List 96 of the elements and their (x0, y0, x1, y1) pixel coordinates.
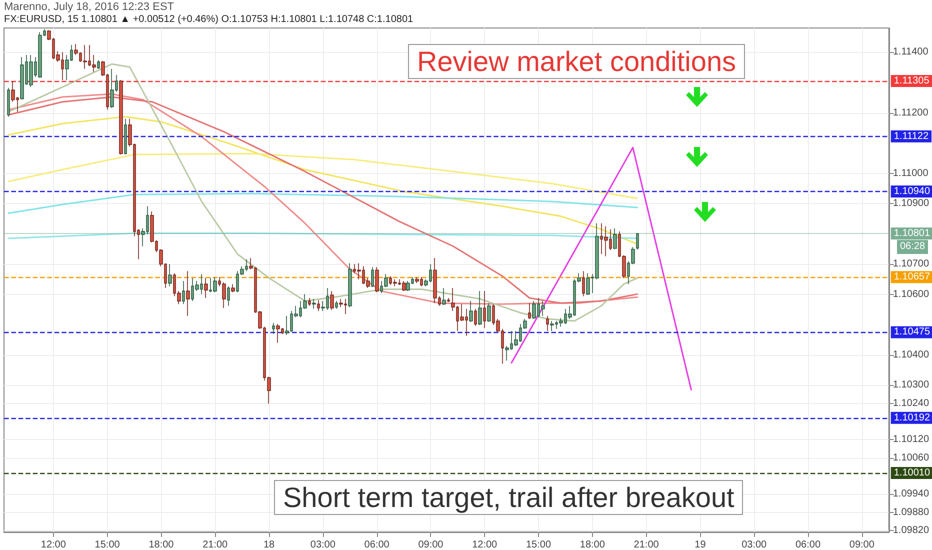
line-series (8, 192, 638, 214)
line-series (8, 152, 638, 200)
candlestick (582, 270, 585, 297)
y-tick-label: 1.10600 (892, 288, 930, 300)
candlestick (83, 44, 87, 70)
ref-line-label: 1.11122 (894, 130, 929, 142)
y-tick-label: 1.10900 (892, 198, 930, 210)
candlestick (272, 322, 275, 334)
candlestick (182, 280, 185, 304)
candlestick (636, 233, 639, 250)
candlestick (393, 278, 397, 287)
candlestick (168, 264, 172, 287)
candlestick (20, 56, 24, 100)
candlestick (371, 266, 374, 288)
candlestick (213, 276, 217, 293)
candlestick (38, 32, 42, 78)
candlestick (541, 300, 545, 316)
x-tick-label: 03:00 (310, 540, 336, 550)
candlestick (478, 290, 482, 326)
x-tick-label: 18:00 (148, 540, 174, 550)
candlestick (532, 300, 536, 320)
candlestick (546, 315, 549, 332)
chart-title: Marenno, July 18, 2016 12:23 EST (4, 1, 174, 13)
ref-line-label: 1.10940 (894, 186, 930, 197)
candlestick (231, 284, 235, 293)
candlestick (415, 276, 419, 284)
y-tick-label: 1.10240 (892, 398, 930, 409)
x-tick-label: 15:00 (94, 540, 120, 550)
candlestick (469, 300, 473, 322)
candlestick (330, 290, 334, 310)
ref-line-label: 1.10657 (894, 272, 930, 283)
candlestick (348, 262, 352, 308)
line-series (8, 116, 638, 245)
x-tick-label: 18:00 (580, 540, 606, 550)
y-tick-label: 1.10120 (892, 434, 930, 446)
text: 06:28 (897, 240, 928, 254)
ref-line-label: 1.10475 (894, 326, 930, 338)
x-tick-label: 06:00 (795, 540, 821, 550)
annotation: Review market conditions (408, 44, 746, 79)
x-tick-label: 21:00 (202, 540, 228, 550)
candlestick (317, 300, 320, 312)
y-tick-label: 1.10300 (892, 380, 930, 391)
y-tick-label: 1.10400 (892, 349, 930, 360)
x-tick-label: 19 (694, 540, 706, 550)
y-tick-label: 1.11200 (892, 107, 929, 118)
y-tick-label: 1.09880 (892, 506, 930, 518)
candlestick (447, 298, 450, 302)
candlestick (613, 228, 617, 250)
candlestick (119, 80, 123, 155)
x-tick-label: 18 (263, 540, 276, 550)
ref-line-label: 1.11305 (894, 75, 930, 86)
candlestick (474, 308, 477, 326)
candlestick (528, 302, 531, 320)
candlestick (335, 300, 338, 310)
candlestick (186, 270, 190, 316)
y-tick-label: 1.11400 (892, 46, 929, 58)
y-tick-label: 1.09820 (892, 524, 930, 536)
candlestick (375, 266, 379, 293)
candlestick (204, 278, 208, 298)
candlestick (312, 298, 316, 310)
x-tick-label: 03:00 (742, 540, 768, 550)
candlestick (29, 54, 33, 88)
candlestick (308, 298, 311, 306)
candlestick (442, 288, 446, 306)
candlestick (276, 324, 280, 344)
candlestick (97, 60, 100, 70)
y-tick-label: 1.10060 (892, 452, 930, 464)
candlestick (487, 302, 491, 322)
candlestick (586, 272, 590, 296)
ref-line-label: 1.10801 (894, 228, 930, 240)
y-tick-label: 1.10700 (892, 258, 930, 270)
y-tick-label: 1.09940 (892, 488, 930, 500)
x-tick-label: 12:00 (40, 540, 66, 550)
candlestick (110, 68, 114, 108)
ref-line-label: 1.10010 (894, 467, 930, 478)
x-tick-label: 21:00 (634, 540, 660, 550)
candlestick (7, 88, 10, 118)
x-tick-label: 09:00 (418, 540, 444, 550)
x-tick-label: 06:00 (364, 540, 390, 550)
candlestick (433, 258, 437, 304)
x-tick-label: 15:00 (526, 540, 552, 550)
ref-line-label: 1.10192 (894, 412, 930, 424)
candlestick (483, 290, 486, 328)
candlestick (357, 262, 361, 280)
candlestick (604, 226, 608, 257)
candlestick (227, 286, 230, 306)
candlestick (406, 280, 410, 292)
y-tick-label: 1.11000 (892, 168, 929, 179)
annotation: Short term target, trail after breakout (274, 480, 744, 515)
x-tick-label: 12:00 (472, 540, 498, 550)
candlestick (124, 118, 127, 155)
candlestick (550, 320, 554, 332)
candlestick (402, 280, 406, 292)
candlestick (285, 315, 289, 336)
x-tick-label: 09:00 (849, 540, 875, 550)
chart-subtitle: FX:EURUSD, 15 1.10801 ▲ +0.00512 (+0.46%) O:1.10753 H:1.10801 L:1.10748 C:1.10801 (4, 14, 414, 25)
